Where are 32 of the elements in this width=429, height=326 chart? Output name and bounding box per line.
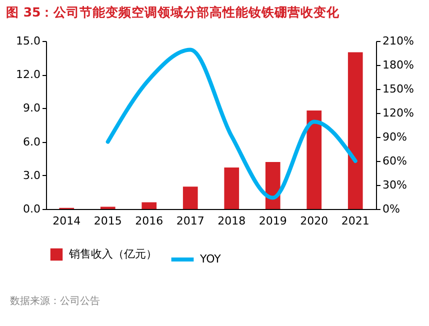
y2-tick-label: 120% (382, 106, 414, 120)
source-note: 数据来源：公司公告 (10, 294, 100, 308)
y-tick-label: 12.0 (16, 68, 40, 82)
y2-tick-label: 90% (382, 130, 407, 144)
y-tick-label: 9.0 (23, 102, 40, 115)
legend-label: YOY (199, 252, 222, 266)
y2-tick-label: 0% (382, 202, 400, 216)
y-tick-label: 0.0 (23, 202, 40, 216)
y-tick-label: 6.0 (23, 135, 40, 148)
x-tick-label: 2014 (52, 214, 81, 228)
x-tick-label: 2019 (258, 214, 287, 228)
x-tick-label: 2017 (176, 214, 204, 228)
legend-label: 销售收入（亿元） (68, 248, 157, 260)
y2-tick-label: 210% (382, 34, 414, 48)
y2-tick-label: 150% (382, 82, 414, 96)
y-tick-label: 3.0 (23, 168, 40, 182)
x-tick-label: 2021 (341, 214, 370, 228)
line-series (106, 48, 358, 200)
bar (348, 52, 363, 209)
bar (182, 186, 198, 209)
y2-tick-label: 60% (382, 154, 407, 168)
bar (306, 110, 322, 209)
bar (224, 168, 240, 209)
x-tick-label: 2016 (135, 214, 164, 228)
chart-title: 图 35：公司节能变频空调领域分部高性能钕铁硼营收变化 (6, 4, 341, 20)
y2-tick-label: 30% (382, 178, 407, 192)
x-tick-label: 2020 (300, 214, 328, 228)
y-tick-label: 15.0 (16, 34, 40, 48)
x-tick-label: 2015 (94, 214, 122, 228)
bar (142, 202, 157, 209)
x-tick-label: 2018 (218, 214, 246, 228)
y2-tick-label: 180% (382, 58, 414, 72)
